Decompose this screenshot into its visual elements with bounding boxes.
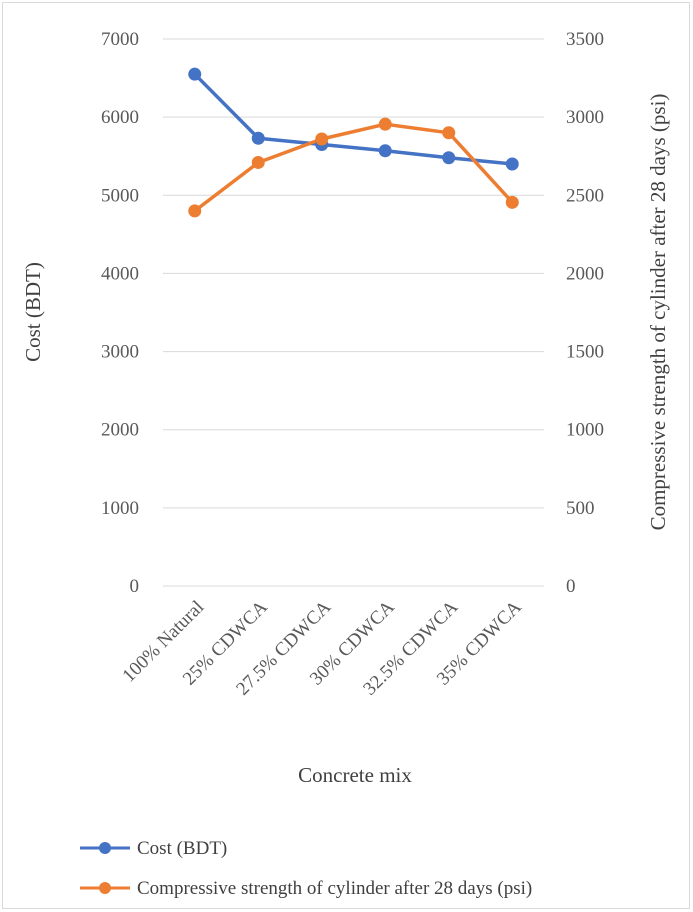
data-point-1-0: [188, 204, 202, 218]
right-axis-ticks: 0 500 1000 1500 2000 2500 3000 3500: [566, 29, 604, 597]
series-line-0: [193, 72, 513, 166]
left-tick-label: 6000: [101, 107, 139, 128]
right-tick-label: 500: [566, 498, 595, 519]
left-axis-title: Cost (BDT): [21, 262, 45, 362]
right-tick-label: 3500: [566, 29, 604, 50]
series-lines: [193, 72, 514, 213]
data-point-0-3: [378, 144, 392, 158]
right-tick-label: 1000: [566, 420, 604, 441]
data-point-0-4: [442, 151, 456, 165]
data-point-0-0: [188, 67, 202, 81]
data-point-1-5: [505, 195, 519, 209]
gridlines: [163, 38, 544, 587]
data-point-0-1: [251, 131, 265, 145]
data-point-1-3: [378, 117, 392, 131]
right-tick-label: 3000: [566, 107, 604, 128]
legend-item-strength: Compressive strength of cylinder after 2…: [80, 878, 532, 899]
left-axis-ticks: 0 1000 2000 3000 4000 5000 6000 7000: [101, 29, 139, 597]
data-point-1-2: [315, 132, 329, 146]
left-tick-label: 1000: [101, 498, 139, 519]
left-tick-label: 5000: [101, 185, 139, 206]
left-tick-label: 0: [130, 576, 140, 597]
data-point-0-5: [505, 157, 519, 171]
legend-item-cost: Cost (BDT): [80, 838, 227, 859]
legend-label-cost: Cost (BDT): [137, 838, 227, 859]
legend-label-strength: Compressive strength of cylinder after 2…: [137, 878, 532, 899]
right-tick-label: 1500: [566, 342, 604, 363]
left-tick-label: 7000: [101, 29, 139, 50]
left-tick-label: 3000: [101, 342, 139, 363]
legend-marker-dot-strength: [99, 882, 111, 894]
data-point-1-4: [442, 126, 456, 140]
right-tick-label: 2000: [566, 263, 604, 284]
series-line-1: [193, 122, 514, 213]
left-tick-label: 2000: [101, 420, 139, 441]
legend-marker-dot-cost: [99, 842, 111, 854]
right-tick-label: 0: [566, 576, 576, 597]
series-points: [188, 67, 519, 218]
data-point-1-1: [251, 155, 265, 169]
x-axis-title: Concrete mix: [298, 763, 412, 787]
legend: Cost (BDT) Compressive strength of cylin…: [80, 838, 532, 899]
left-tick-label: 4000: [101, 263, 139, 284]
right-tick-label: 2500: [566, 185, 604, 206]
right-axis-title: Compressive strength of cylinder after 2…: [646, 94, 670, 531]
